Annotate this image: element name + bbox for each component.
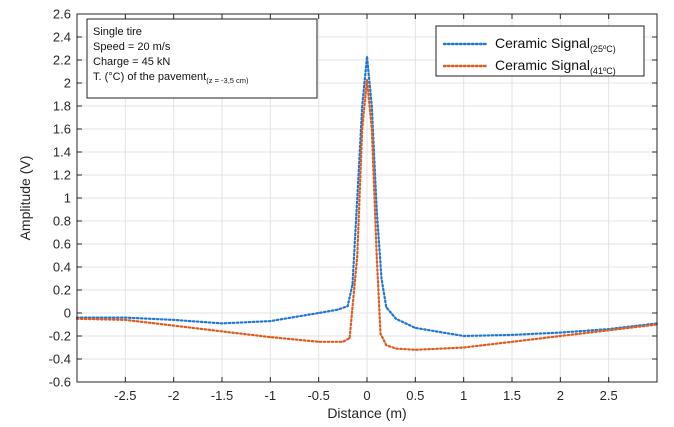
x-tick-label: 1 xyxy=(460,388,467,403)
annotation-line: Speed = 20 m/s xyxy=(93,41,171,53)
annotation-box: Single tire Speed = 20 m/s Charge = 45 kN T… xyxy=(86,18,318,99)
legend-item: Ceramic Signal(41ºC) xyxy=(442,57,616,76)
annotation-line: Charge = 45 kN xyxy=(93,56,170,68)
data-point xyxy=(221,322,223,325)
x-tick-label: 2 xyxy=(557,388,564,403)
ticks xyxy=(77,13,657,383)
data-point xyxy=(124,316,127,319)
series-1 xyxy=(75,55,659,338)
legend: Ceramic Signal(25ºC)Ceramic Signal(41ºC) xyxy=(435,25,645,77)
data-point xyxy=(607,329,610,332)
data-point xyxy=(380,277,383,280)
y-tick-label: 0.2 xyxy=(53,283,71,298)
y-tick-label: 2.6 xyxy=(53,7,71,22)
data-point xyxy=(356,254,359,257)
x-tick-label: -1 xyxy=(265,388,277,403)
legend-label-subscript: (41ºC) xyxy=(590,66,616,76)
data-point xyxy=(375,208,378,211)
data-point xyxy=(462,346,465,349)
y-tick-label: 0 xyxy=(64,306,71,321)
x-tick-label: 1.5 xyxy=(503,388,521,403)
annotation-line-subscript: (z = -3,5 cm) xyxy=(206,76,249,85)
legend-label: Ceramic Signal(25ºC) xyxy=(495,35,616,54)
annotation-line: Single tire xyxy=(93,26,142,38)
y-tick-label: 1.6 xyxy=(53,122,71,137)
data-point xyxy=(348,337,351,340)
y-tick-label: 1 xyxy=(64,191,71,206)
data-point xyxy=(414,327,417,329)
annotation-line: T. (°C) of the pavement(z = -3,5 cm) xyxy=(93,71,249,85)
data-point xyxy=(269,336,272,338)
data-point xyxy=(366,55,368,58)
legend-label-subscript: (25ºC) xyxy=(590,44,616,54)
data-point xyxy=(317,340,320,343)
annotation-line-text: Charge = 45 kN xyxy=(93,56,170,68)
data-point xyxy=(366,78,368,81)
y-tick-label: 1.4 xyxy=(53,145,71,160)
data-point xyxy=(356,197,359,199)
data-point xyxy=(346,305,349,307)
data-point xyxy=(385,306,388,309)
data-point xyxy=(375,254,378,257)
data-point xyxy=(351,283,354,286)
y-tick-label: -0.2 xyxy=(49,329,71,344)
data-point xyxy=(511,340,513,343)
annotation-line-text: Single tire xyxy=(93,26,142,38)
x-tick-label: -2 xyxy=(168,388,180,403)
data-point xyxy=(414,349,417,351)
y-tick-label: 0.8 xyxy=(53,214,71,229)
y-tick-label: -0.4 xyxy=(49,352,71,367)
data-point xyxy=(172,324,175,327)
tick-labels: -2.5 -2 -1.5 -1 -0.5 0 0.5 1 1.5 2 2.5 -0.6 -0.4 -0.2… xyxy=(49,7,618,404)
data-point xyxy=(317,312,320,314)
annotation-line-text: Speed = 20 m/s xyxy=(93,41,171,53)
y-tick-label: -0.6 xyxy=(49,375,71,390)
annotation-line-text: T. (°C) of the pavement xyxy=(93,71,206,83)
y-tick-label: 0.4 xyxy=(53,260,71,275)
x-tick-label: 0.5 xyxy=(406,388,424,403)
legend-label-text: Ceramic Signal xyxy=(495,57,590,73)
data-point xyxy=(559,331,562,334)
x-tick-label: -1.5 xyxy=(211,388,233,403)
data-point xyxy=(172,319,175,321)
data-point xyxy=(395,347,397,350)
x-axis-label: Distance (m) xyxy=(327,405,406,421)
y-tick-label: 1.8 xyxy=(53,99,71,114)
data-point xyxy=(385,344,388,347)
annotation-frame xyxy=(86,18,318,99)
x-tick-label: -2.5 xyxy=(114,388,136,403)
data-point xyxy=(124,319,127,321)
x-tick-label: 2.5 xyxy=(600,388,618,403)
data-point xyxy=(511,334,513,336)
x-tick-label: 0 xyxy=(363,388,370,403)
legend-label-text: Ceramic Signal xyxy=(495,35,590,51)
y-tick-label: 2.2 xyxy=(53,53,71,68)
y-tick-label: 0.6 xyxy=(53,237,71,252)
data-point xyxy=(342,340,344,343)
series-2 xyxy=(75,78,659,351)
data-point xyxy=(269,320,272,322)
data-point xyxy=(371,105,373,107)
legend-item: Ceramic Signal(25ºC) xyxy=(442,35,616,54)
data-point xyxy=(221,330,223,333)
x-tick-label: -0.5 xyxy=(307,388,329,403)
data-point xyxy=(337,308,339,311)
series-line xyxy=(75,79,659,351)
y-tick-label: 2.4 xyxy=(53,30,71,45)
y-tick-label: 1.2 xyxy=(53,168,71,183)
series-layer xyxy=(75,55,659,351)
data-point xyxy=(462,335,465,337)
data-point xyxy=(395,317,397,320)
legend-label: Ceramic Signal(41ºC) xyxy=(495,57,616,76)
data-point xyxy=(371,128,373,130)
data-point xyxy=(379,332,382,335)
data-point xyxy=(361,105,363,107)
y-tick-label: 2 xyxy=(64,76,71,91)
data-point xyxy=(361,128,363,130)
legend-frame xyxy=(435,25,645,77)
data-point xyxy=(559,335,562,337)
y-axis-label: Amplitude (V) xyxy=(17,156,33,241)
